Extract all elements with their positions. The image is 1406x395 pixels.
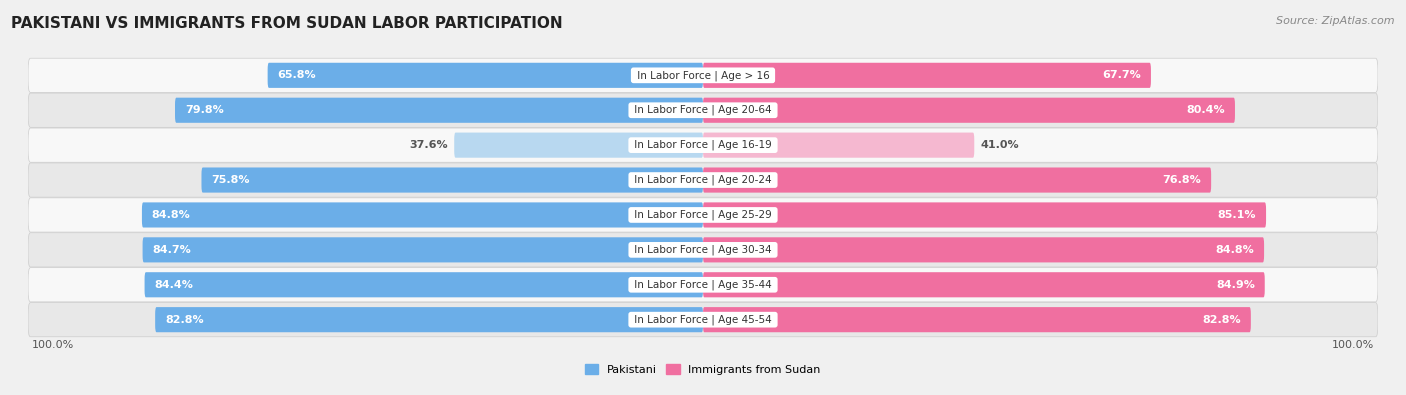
Text: In Labor Force | Age 30-34: In Labor Force | Age 30-34 <box>631 245 775 255</box>
Text: 41.0%: 41.0% <box>981 140 1019 150</box>
FancyBboxPatch shape <box>155 307 703 332</box>
Text: 79.8%: 79.8% <box>186 105 224 115</box>
FancyBboxPatch shape <box>28 303 1378 337</box>
FancyBboxPatch shape <box>28 198 1378 232</box>
Text: 82.8%: 82.8% <box>1202 315 1241 325</box>
Text: 80.4%: 80.4% <box>1187 105 1225 115</box>
Text: In Labor Force | Age 25-29: In Labor Force | Age 25-29 <box>631 210 775 220</box>
FancyBboxPatch shape <box>201 167 703 193</box>
FancyBboxPatch shape <box>142 237 703 262</box>
Text: 84.8%: 84.8% <box>1215 245 1254 255</box>
FancyBboxPatch shape <box>145 272 703 297</box>
Legend: Pakistani, Immigrants from Sudan: Pakistani, Immigrants from Sudan <box>582 361 824 378</box>
Text: 84.8%: 84.8% <box>152 210 191 220</box>
Text: In Labor Force | Age > 16: In Labor Force | Age > 16 <box>634 70 772 81</box>
FancyBboxPatch shape <box>703 133 974 158</box>
Text: 100.0%: 100.0% <box>1333 340 1375 350</box>
FancyBboxPatch shape <box>28 233 1378 267</box>
Text: 100.0%: 100.0% <box>31 340 73 350</box>
FancyBboxPatch shape <box>454 133 703 158</box>
Text: 76.8%: 76.8% <box>1163 175 1201 185</box>
FancyBboxPatch shape <box>28 93 1378 127</box>
FancyBboxPatch shape <box>28 58 1378 92</box>
FancyBboxPatch shape <box>703 63 1152 88</box>
Text: PAKISTANI VS IMMIGRANTS FROM SUDAN LABOR PARTICIPATION: PAKISTANI VS IMMIGRANTS FROM SUDAN LABOR… <box>11 16 562 31</box>
Text: In Labor Force | Age 20-24: In Labor Force | Age 20-24 <box>631 175 775 185</box>
Text: 84.4%: 84.4% <box>155 280 194 290</box>
Text: 84.9%: 84.9% <box>1216 280 1254 290</box>
Text: 75.8%: 75.8% <box>211 175 250 185</box>
Text: Source: ZipAtlas.com: Source: ZipAtlas.com <box>1277 16 1395 26</box>
Text: In Labor Force | Age 16-19: In Labor Force | Age 16-19 <box>631 140 775 150</box>
Text: In Labor Force | Age 35-44: In Labor Force | Age 35-44 <box>631 280 775 290</box>
FancyBboxPatch shape <box>703 98 1234 123</box>
FancyBboxPatch shape <box>174 98 703 123</box>
FancyBboxPatch shape <box>703 307 1251 332</box>
FancyBboxPatch shape <box>703 167 1211 193</box>
FancyBboxPatch shape <box>28 268 1378 302</box>
Text: 82.8%: 82.8% <box>165 315 204 325</box>
FancyBboxPatch shape <box>703 237 1264 262</box>
Text: 85.1%: 85.1% <box>1218 210 1256 220</box>
Text: In Labor Force | Age 45-54: In Labor Force | Age 45-54 <box>631 314 775 325</box>
FancyBboxPatch shape <box>28 163 1378 197</box>
FancyBboxPatch shape <box>703 202 1265 228</box>
Text: 84.7%: 84.7% <box>152 245 191 255</box>
FancyBboxPatch shape <box>703 272 1265 297</box>
FancyBboxPatch shape <box>28 128 1378 162</box>
Text: 65.8%: 65.8% <box>277 70 316 80</box>
Text: 67.7%: 67.7% <box>1102 70 1142 80</box>
Text: 37.6%: 37.6% <box>409 140 447 150</box>
FancyBboxPatch shape <box>142 202 703 228</box>
Text: In Labor Force | Age 20-64: In Labor Force | Age 20-64 <box>631 105 775 115</box>
FancyBboxPatch shape <box>267 63 703 88</box>
